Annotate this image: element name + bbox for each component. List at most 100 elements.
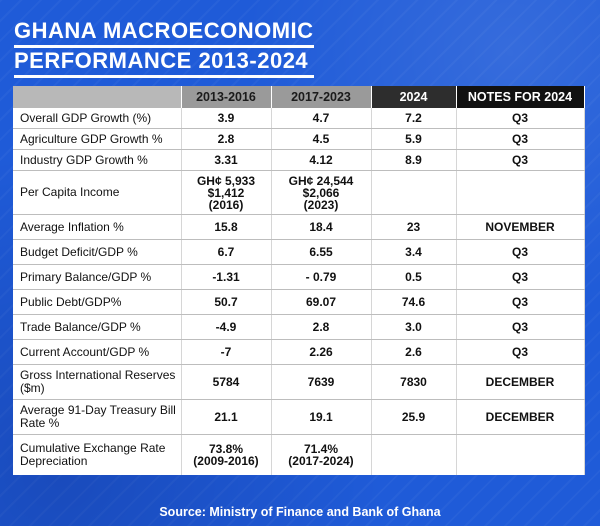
- note-2024: Q3: [456, 239, 585, 265]
- table-row: Overall GDP Growth (%) 3.9 4.7 7.2 Q3: [13, 108, 585, 129]
- value-line: (2023): [303, 197, 339, 212]
- value-2017-2023: 4.12: [271, 149, 372, 171]
- table-body: Overall GDP Growth (%) 3.9 4.7 7.2 Q3 Agricul…: [13, 108, 585, 475]
- table-header-row: 2013-2016 2017-2023 2024 NOTES FOR 2024: [13, 86, 585, 108]
- value-2013-2016: 5784: [181, 364, 272, 400]
- value-2017-2023: 71.4% (2017-2024): [271, 434, 372, 475]
- value-2024: 3.0: [371, 314, 457, 340]
- row-label: Budget Deficit/GDP %: [13, 239, 182, 265]
- value-2013-2016: 6.7: [181, 239, 272, 265]
- value-line: 2.26: [309, 345, 333, 359]
- value-line: 4.5: [312, 132, 330, 146]
- note-2024: NOVEMBER: [456, 214, 585, 240]
- value-2017-2023: 4.7: [271, 108, 372, 129]
- value-2024: 74.6: [371, 289, 457, 315]
- table-row: Industry GDP Growth % 3.31 4.12 8.9 Q3: [13, 149, 585, 171]
- value-line: 3.9: [217, 111, 235, 125]
- note-2024: DECEMBER: [456, 399, 585, 435]
- table-row: Average 91-Day Treasury Bill Rate % 21.1 1…: [13, 399, 585, 435]
- table-row: Primary Balance/GDP % -1.31 - 0.79 0.5 Q3: [13, 264, 585, 290]
- note-2024: Q3: [456, 314, 585, 340]
- title-line-2: PERFORMANCE 2013-2024: [14, 48, 309, 73]
- value-line: (2009-2016): [193, 454, 259, 468]
- value-line: 15.8: [214, 220, 238, 234]
- header-2013-2016: 2013-2016: [181, 86, 272, 108]
- row-label: Current Account/GDP %: [13, 339, 182, 365]
- value-line: 71.4%: [303, 442, 339, 456]
- table-row: Budget Deficit/GDP % 6.7 6.55 3.4 Q3: [13, 239, 585, 265]
- value-line: $1,412: [207, 185, 245, 200]
- macro-table: 2013-2016 2017-2023 2024 NOTES FOR 2024 …: [13, 86, 585, 475]
- value-2013-2016: -4.9: [181, 314, 272, 340]
- value-line: (2016): [208, 197, 244, 212]
- table-row: Trade Balance/GDP % -4.9 2.8 3.0 Q3: [13, 314, 585, 340]
- value-line: $2,066: [302, 185, 340, 200]
- header-indicator: [13, 86, 182, 108]
- infographic-title: GHANA MACROECONOMIC PERFORMANCE 2013-202…: [14, 18, 314, 78]
- row-label: Agriculture GDP Growth %: [13, 128, 182, 150]
- value-2013-2016: 21.1: [181, 399, 272, 435]
- row-label: Industry GDP Growth %: [13, 149, 182, 171]
- value-2013-2016: 73.8% (2009-2016): [181, 434, 272, 475]
- table-row: Cumulative Exchange Rate Depreciation 73.…: [13, 434, 585, 475]
- value-2017-2023: 6.55: [271, 239, 372, 265]
- value-line: 7639: [307, 375, 335, 389]
- value-2024: 23: [371, 214, 457, 240]
- value-2024: 8.9: [371, 149, 457, 171]
- value-2013-2016: -7: [181, 339, 272, 365]
- value-line: 2.8: [217, 132, 235, 146]
- title-line-1: GHANA MACROECONOMIC: [14, 18, 314, 43]
- row-label: Average 91-Day Treasury Bill Rate %: [13, 399, 182, 435]
- value-line: 6.7: [217, 245, 235, 259]
- title-underline-1: [14, 45, 314, 48]
- value-line: -7: [220, 345, 232, 359]
- value-line: 5784: [212, 375, 240, 389]
- note-2024: [456, 170, 585, 215]
- note-2024: Q3: [456, 339, 585, 365]
- value-line: 21.1: [214, 410, 238, 424]
- row-label: Primary Balance/GDP %: [13, 264, 182, 290]
- value-2013-2016: 2.8: [181, 128, 272, 150]
- value-line: - 0.79: [305, 270, 337, 284]
- value-2017-2023: 2.26: [271, 339, 372, 365]
- value-2024: 25.9: [371, 399, 457, 435]
- note-2024: Q3: [456, 289, 585, 315]
- value-2013-2016: 3.9: [181, 108, 272, 129]
- row-label: Cumulative Exchange Rate Depreciation: [13, 434, 182, 475]
- value-line: 6.55: [309, 245, 333, 259]
- value-2024: [371, 434, 457, 475]
- value-line: (2017-2024): [288, 454, 354, 468]
- value-2017-2023: 19.1: [271, 399, 372, 435]
- value-2017-2023: - 0.79: [271, 264, 372, 290]
- value-2024: 3.4: [371, 239, 457, 265]
- table-row: Public Debt/GDP% 50.7 69.07 74.6 Q3: [13, 289, 585, 315]
- value-2013-2016: 15.8: [181, 214, 272, 240]
- row-label: Public Debt/GDP%: [13, 289, 182, 315]
- value-2017-2023: GH¢ 24,544 $2,066 (2023): [271, 170, 372, 215]
- source-note: Source: Ministry of Finance and Bank of …: [159, 505, 441, 519]
- value-line: 18.4: [309, 220, 333, 234]
- value-2017-2023: 69.07: [271, 289, 372, 315]
- title-underline-2: [14, 75, 314, 78]
- row-label: Per Capita Income: [13, 170, 182, 215]
- value-2024: [371, 170, 457, 215]
- value-line: 73.8%: [208, 442, 244, 456]
- value-2013-2016: 50.7: [181, 289, 272, 315]
- value-2024: 7830: [371, 364, 457, 400]
- note-2024: Q3: [456, 108, 585, 129]
- row-label: Gross International Reserves ($m): [13, 364, 182, 400]
- value-line: 3.31: [214, 153, 238, 167]
- header-2017-2023: 2017-2023: [271, 86, 372, 108]
- row-label: Average Inflation %: [13, 214, 182, 240]
- note-2024: Q3: [456, 149, 585, 171]
- value-2024: 0.5: [371, 264, 457, 290]
- value-line: 19.1: [309, 410, 333, 424]
- note-2024: DECEMBER: [456, 364, 585, 400]
- value-line: 2.8: [312, 320, 330, 334]
- table-row: Gross International Reserves ($m) 5784 763…: [13, 364, 585, 400]
- value-line: 50.7: [214, 295, 238, 309]
- note-2024: Q3: [456, 264, 585, 290]
- value-line: 4.12: [309, 153, 333, 167]
- value-2017-2023: 4.5: [271, 128, 372, 150]
- value-2024: 2.6: [371, 339, 457, 365]
